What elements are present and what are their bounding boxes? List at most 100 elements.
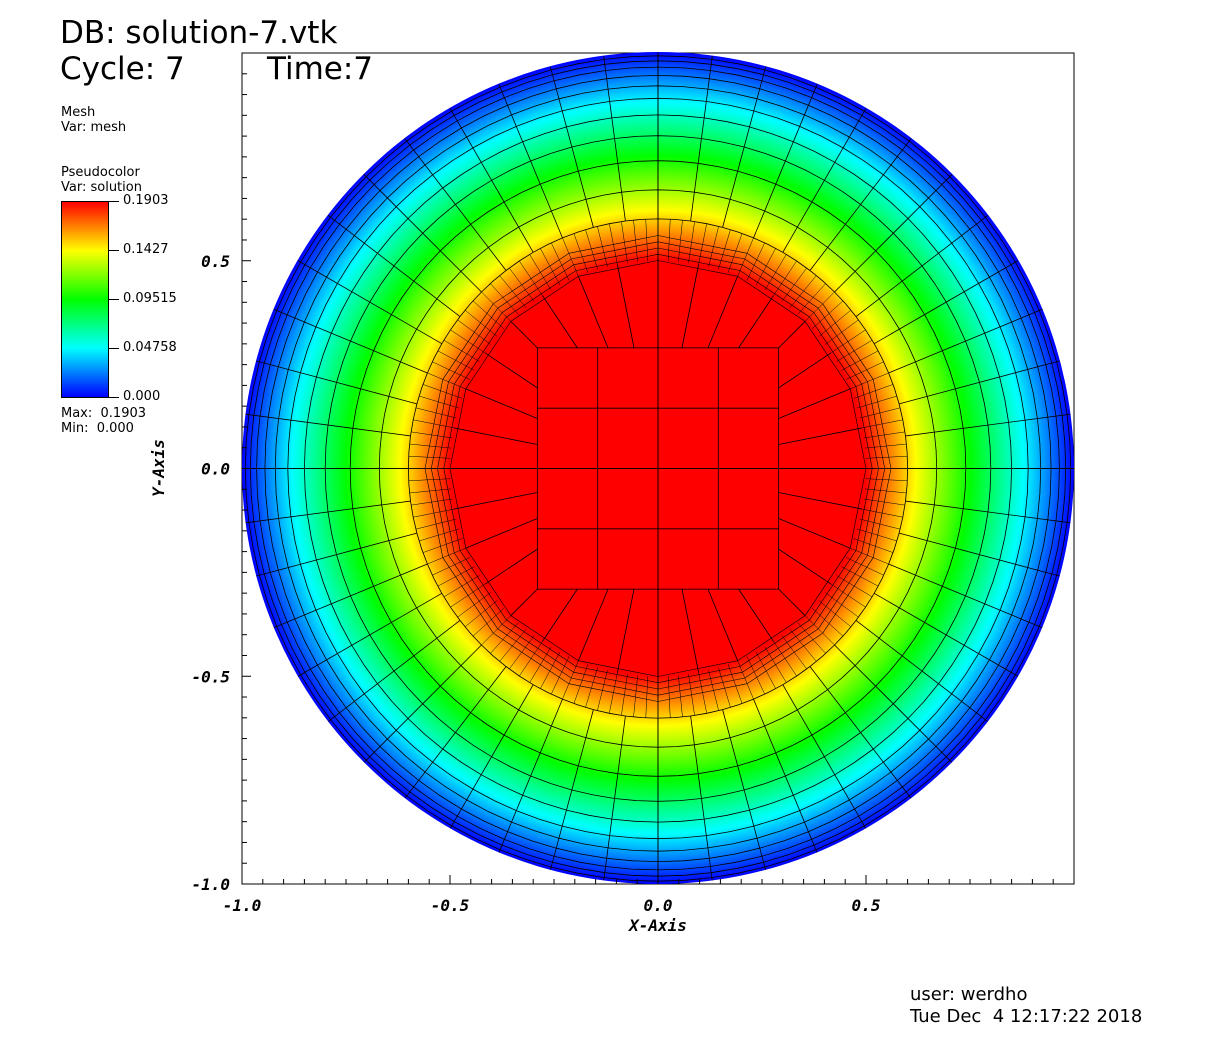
mesh-line — [738, 588, 774, 642]
mesh-line — [411, 431, 453, 439]
mesh-line — [472, 300, 505, 330]
mesh-line — [273, 308, 428, 374]
y-axis-title: Y-Axis — [149, 439, 168, 497]
mesh-line — [778, 352, 832, 389]
mesh-line — [845, 557, 884, 576]
mesh-line — [841, 350, 879, 371]
mesh-line — [824, 319, 859, 345]
mesh-line — [856, 395, 897, 409]
mesh-line — [540, 651, 561, 689]
colorbar-tick — [109, 250, 119, 251]
mesh-line — [645, 676, 649, 718]
mesh-line — [818, 309, 852, 337]
mesh-line — [850, 372, 889, 390]
cycle-label: Cycle: 7 — [60, 51, 185, 87]
y-tick-label: 0.0 — [201, 460, 230, 479]
mesh-line — [753, 84, 818, 239]
mesh-line — [443, 575, 480, 598]
mesh-line — [690, 56, 713, 222]
mesh-line — [834, 644, 953, 763]
x-tick-label: -1.0 — [223, 896, 262, 915]
mesh-line — [413, 419, 455, 429]
mesh-line — [778, 492, 863, 510]
mesh-line — [804, 291, 835, 322]
mesh-line — [472, 607, 505, 637]
mesh-line — [888, 308, 1043, 374]
mesh-line — [778, 388, 851, 419]
mesh-line — [363, 174, 482, 293]
mesh-line — [542, 295, 578, 349]
mesh-line — [297, 260, 443, 345]
mesh-line — [781, 267, 807, 302]
mesh-line — [562, 237, 579, 277]
mesh-line — [855, 620, 989, 723]
mesh-line — [782, 108, 867, 253]
mesh-line — [609, 672, 618, 714]
mesh-line — [681, 264, 699, 348]
mesh-line — [432, 557, 471, 576]
mesh-line — [856, 528, 897, 542]
mesh-line — [781, 635, 807, 670]
mesh-line — [609, 223, 618, 265]
mesh-line — [778, 427, 863, 445]
mesh-line — [449, 684, 534, 829]
mesh-line — [678, 675, 683, 717]
mesh-line — [297, 592, 443, 677]
mesh-line — [861, 508, 903, 518]
x-axis-title: X-Axis — [627, 916, 687, 935]
mesh-line — [510, 588, 538, 616]
mesh-line — [409, 443, 452, 449]
mesh-line — [873, 592, 1019, 677]
mesh-line — [773, 641, 797, 677]
mesh-line — [408, 478, 451, 481]
mesh-line — [409, 488, 452, 494]
mesh-line — [678, 220, 683, 262]
mesh-line — [778, 548, 832, 585]
colorbar-label: 0.1427 — [123, 242, 169, 257]
axes: -1.0 -0.5 0.0 0.5 -1.0 -0.5 0.0 0.5 — [191, 52, 1075, 915]
mesh-line — [888, 563, 1043, 629]
mesh-line — [737, 660, 754, 700]
pseudocolor-legend-var: Var: solution — [61, 180, 142, 195]
mesh-line — [603, 56, 626, 222]
mesh-line — [690, 715, 713, 881]
mesh-line — [645, 219, 649, 261]
mesh-line — [861, 419, 903, 429]
database-title: DB: solution-7.vtk — [60, 15, 338, 51]
mesh-line — [834, 174, 953, 293]
mesh-line — [453, 492, 538, 510]
mesh-line — [617, 589, 635, 673]
pseudocolor-legend-title: Pseudocolor — [61, 165, 140, 180]
mesh-line — [746, 656, 765, 695]
mesh-line — [863, 431, 905, 439]
mesh-line — [853, 384, 894, 399]
mesh-line — [404, 138, 507, 271]
mesh-line — [597, 670, 608, 711]
mesh-line — [450, 329, 486, 354]
colorbar — [61, 201, 109, 398]
mesh-line — [764, 646, 787, 683]
mesh-line — [778, 321, 806, 349]
mesh-line — [484, 548, 538, 585]
mesh-line — [707, 588, 738, 661]
mesh-line — [490, 622, 519, 654]
mesh-line — [718, 229, 731, 270]
mesh-line — [865, 478, 908, 481]
mesh-line — [865, 456, 908, 459]
mesh-line — [273, 563, 428, 629]
mesh-line — [408, 456, 451, 459]
mesh-line — [824, 592, 859, 618]
mesh-line — [519, 641, 543, 677]
mesh-line — [755, 651, 776, 689]
mesh-line — [519, 260, 543, 296]
mesh-line — [898, 360, 1060, 405]
mesh-line — [542, 588, 578, 642]
mesh-line — [422, 538, 463, 553]
date-label: Tue Dec 4 12:17:22 2018 — [910, 1006, 1143, 1027]
mesh-line — [529, 646, 552, 683]
mesh-line — [457, 319, 492, 345]
mesh-line — [809, 138, 912, 271]
mesh-line — [633, 220, 638, 262]
mesh-line — [510, 321, 538, 349]
y-tick-label: -1.0 — [191, 875, 230, 894]
